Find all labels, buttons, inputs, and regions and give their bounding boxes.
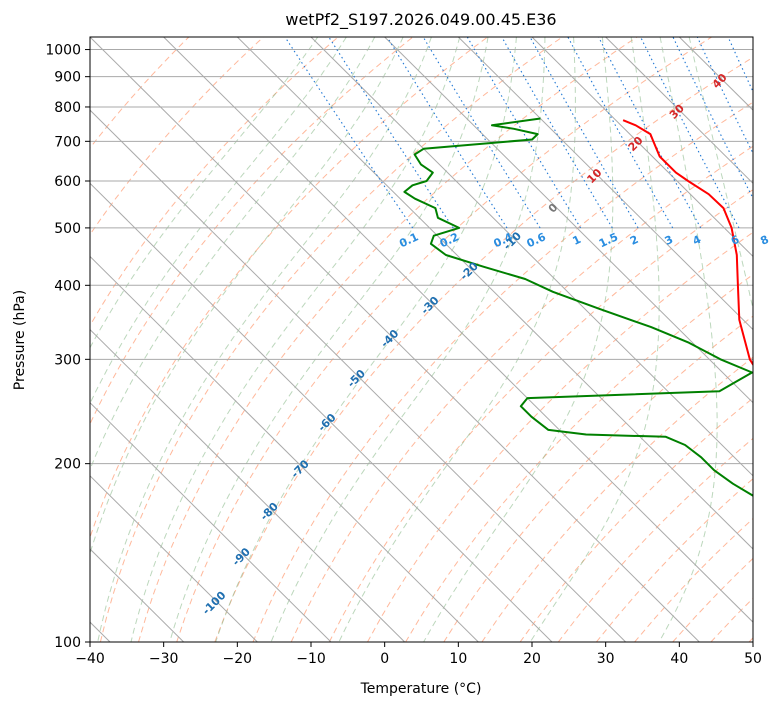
moist-adiabat <box>90 37 319 349</box>
x-tick-label: −10 <box>296 651 326 667</box>
plot-frame <box>89 36 754 643</box>
isotherm-line <box>310 37 753 477</box>
mixing-ratio-line <box>529 37 639 229</box>
moist-adiabat <box>130 37 461 642</box>
y-tick-label: 400 <box>54 278 81 294</box>
y-tick-label: 500 <box>54 221 81 237</box>
x-tick-label: 0 <box>380 651 389 667</box>
mixing-ratio-line <box>284 37 414 229</box>
y-tick-label: 1000 <box>45 43 81 59</box>
isotherm-line <box>90 475 258 642</box>
isotherm-line <box>90 37 700 642</box>
moist-adiabat <box>90 37 347 405</box>
dry-adiabat <box>90 37 339 327</box>
moist-adiabat <box>423 37 614 642</box>
dry-adiabat <box>176 37 712 642</box>
isotherm-line <box>90 109 627 642</box>
y-tick-label: 200 <box>54 457 81 473</box>
dry-adiabat <box>443 315 753 642</box>
isotherm-line <box>90 182 553 642</box>
mixing-ratio-line <box>696 37 753 155</box>
dewpoint-profile-line <box>403 117 753 497</box>
moist-adiabat <box>90 37 376 471</box>
x-tick-label: 50 <box>744 651 762 667</box>
mixing-ratio-line <box>567 37 674 229</box>
mixing-ratio-line <box>598 37 702 229</box>
dry-adiabat <box>90 37 190 149</box>
y-tick-label: 900 <box>54 70 81 86</box>
isotherm-line <box>605 37 753 184</box>
mixing-ratio-line <box>466 37 582 229</box>
dry-adiabat <box>138 37 638 642</box>
x-axis-label: Temperature (°C) <box>360 681 482 697</box>
x-tick-label: 20 <box>523 651 541 667</box>
dry-adiabat <box>99 37 563 642</box>
y-tick-label: 300 <box>54 352 81 368</box>
isotherm-line <box>236 37 753 550</box>
y-tick-label: 100 <box>54 635 81 651</box>
y-tick-label: 800 <box>54 100 81 116</box>
dry-adiabat <box>90 37 488 539</box>
isotherm-line <box>90 255 479 642</box>
dry-adiabat <box>252 101 753 642</box>
dry-adiabat <box>214 56 753 642</box>
x-tick-label: −30 <box>149 651 179 667</box>
isotherm-line <box>531 37 753 258</box>
x-tick-label: −40 <box>75 651 105 667</box>
x-tick-label: 40 <box>670 651 688 667</box>
dry-adiabat <box>405 273 753 642</box>
mixing-ratio-line <box>672 37 753 200</box>
moist-adiabat <box>97 37 432 642</box>
y-axis-label: Pressure (hPa) <box>12 290 28 390</box>
moist-adiabat <box>270 37 546 642</box>
isotherm-line <box>163 37 753 623</box>
x-tick-label: 30 <box>597 651 615 667</box>
temperature-profile-line <box>622 119 753 367</box>
moist-adiabat <box>658 37 718 642</box>
axis-layer: −40 −30 −20 −10 0 10 20 30 40 50 100 200 300 400 500 60… <box>45 43 762 667</box>
moist-adiabat <box>338 37 576 642</box>
moist-adiabat <box>90 37 404 556</box>
x-tick-label: 10 <box>449 651 467 667</box>
moist-adiabat <box>529 37 660 642</box>
moist-adiabat <box>215 37 517 642</box>
chart-title: wetPf2_S197.2026.049.00.45.E36 <box>285 10 556 30</box>
dry-adiabat <box>90 37 414 426</box>
y-tick-label: 700 <box>54 134 81 150</box>
mixing-ratio-line <box>727 37 753 93</box>
mixing-ratio-line <box>640 37 740 229</box>
y-tick-label: 600 <box>54 174 81 190</box>
series-layer <box>403 117 753 497</box>
mixing-ratio-line <box>501 37 613 229</box>
moist-adiabat <box>688 37 753 312</box>
isotherm-line <box>384 37 753 404</box>
moist-adiabat <box>169 37 489 642</box>
grid-layer <box>90 37 753 642</box>
dry-adiabat <box>481 356 753 642</box>
isotherm-line <box>90 328 406 642</box>
x-tick-label: −20 <box>223 651 253 667</box>
isotherm-line <box>90 402 332 642</box>
